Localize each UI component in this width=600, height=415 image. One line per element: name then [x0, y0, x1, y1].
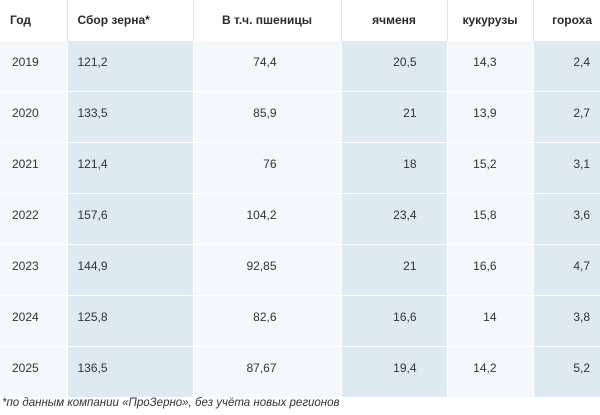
table-row: 2025 136,5 87,67 19,4 14,2 5,2 [0, 345, 600, 397]
cell-year: 2022 [0, 192, 68, 244]
cell-corn: 13,9 [447, 90, 534, 142]
table-row: 2022 157,6 104,2 23,4 15,8 3,6 [0, 192, 600, 244]
header-corn: кукурузы [447, 0, 534, 40]
cell-grain-total: 136,5 [67, 345, 194, 397]
cell-barley: 23,4 [341, 192, 448, 244]
cell-grain-total: 144,9 [67, 243, 194, 295]
cell-wheat: 74,4 [193, 39, 342, 91]
cell-barley: 19,4 [341, 345, 448, 397]
cell-peas: 3,8 [533, 294, 600, 346]
cell-year: 2021 [0, 141, 68, 193]
cell-wheat: 85,9 [193, 90, 342, 142]
cell-year: 2023 [0, 243, 68, 295]
header-year: Год [0, 0, 68, 40]
table-row: 2024 125,8 82,6 16,6 14 3,8 [0, 294, 600, 346]
cell-wheat: 104,2 [193, 192, 342, 244]
header-peas: гороха [552, 13, 592, 27]
table-row: 2020 133,5 85,9 21 13,9 2,7 [0, 90, 600, 142]
cell-year: 2020 [0, 90, 68, 142]
cell-barley: 16,6 [341, 294, 448, 346]
cell-corn: 15,2 [447, 141, 534, 193]
cell-barley: 21 [341, 90, 448, 142]
cell-grain-total: 133,5 [67, 90, 194, 142]
grain-harvest-table: Год Сбор зерна* В т.ч. пшеницы ячменя ку… [0, 0, 600, 397]
cell-wheat: 87,67 [193, 345, 342, 397]
cell-wheat: 76 [193, 141, 342, 193]
cell-year: 2024 [0, 294, 68, 346]
cell-grain-total: 121,4 [67, 141, 194, 193]
cell-year: 2025 [0, 345, 68, 397]
cell-barley: 18 [341, 141, 448, 193]
cell-wheat: 82,6 [193, 294, 342, 346]
cell-barley: 20,5 [341, 39, 448, 91]
cell-year: 2019 [0, 39, 68, 91]
cell-peas: 3,1 [533, 141, 600, 193]
cell-corn: 14,3 [447, 39, 534, 91]
cell-peas: 2,7 [533, 90, 600, 142]
cell-barley: 21 [341, 243, 448, 295]
cell-corn: 14 [447, 294, 534, 346]
table-row: 2023 144,9 92,85 21 16,6 4,7 [0, 243, 600, 295]
header-wheat: В т.ч. пшеницы [193, 0, 342, 40]
cell-corn: 15,8 [447, 192, 534, 244]
cell-peas: 3,6 [533, 192, 600, 244]
cell-grain-total: 121,2 [67, 39, 194, 91]
cell-peas: 4,7 [533, 243, 600, 295]
cell-wheat: 92,85 [193, 243, 342, 295]
footnote: *по данным компании «ПроЗерно», без учёт… [2, 397, 340, 409]
table-header-row: Год Сбор зерна* В т.ч. пшеницы ячменя ку… [0, 0, 600, 40]
header-barley: ячменя [341, 0, 448, 40]
cell-grain-total: 125,8 [67, 294, 194, 346]
cell-grain-total: 157,6 [67, 192, 194, 244]
cell-peas: 2,4 [533, 39, 600, 91]
table-row: 2021 121,4 76 18 15,2 3,1 [0, 141, 600, 193]
header-grain-total: Сбор зерна* [67, 0, 194, 40]
cell-corn: 16,6 [447, 243, 534, 295]
cell-corn: 14,2 [447, 345, 534, 397]
table-row: 2019 121,2 74,4 20,5 14,3 2,4 [0, 39, 600, 91]
cell-peas: 5,2 [533, 345, 600, 397]
